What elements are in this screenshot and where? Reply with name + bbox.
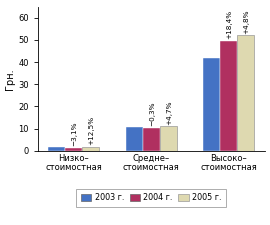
Bar bbox=[126, 128, 143, 151]
Bar bbox=[143, 128, 160, 151]
Bar bbox=[160, 126, 177, 151]
Y-axis label: Грн.: Грн. bbox=[5, 68, 15, 90]
Text: +4,7%: +4,7% bbox=[166, 100, 172, 125]
Legend: 2003 г., 2004 г., 2005 г.: 2003 г., 2004 г., 2005 г. bbox=[76, 189, 226, 207]
Bar bbox=[220, 41, 237, 151]
Bar bbox=[82, 147, 99, 151]
Text: +18,4%: +18,4% bbox=[227, 10, 232, 39]
Text: −3,1%: −3,1% bbox=[72, 121, 77, 146]
Bar bbox=[237, 35, 254, 151]
Text: −0,3%: −0,3% bbox=[149, 101, 155, 126]
Text: +4,8%: +4,8% bbox=[244, 9, 249, 34]
Bar bbox=[65, 148, 82, 151]
Bar bbox=[203, 58, 220, 151]
Text: +12,5%: +12,5% bbox=[89, 116, 94, 146]
Bar bbox=[48, 147, 65, 151]
